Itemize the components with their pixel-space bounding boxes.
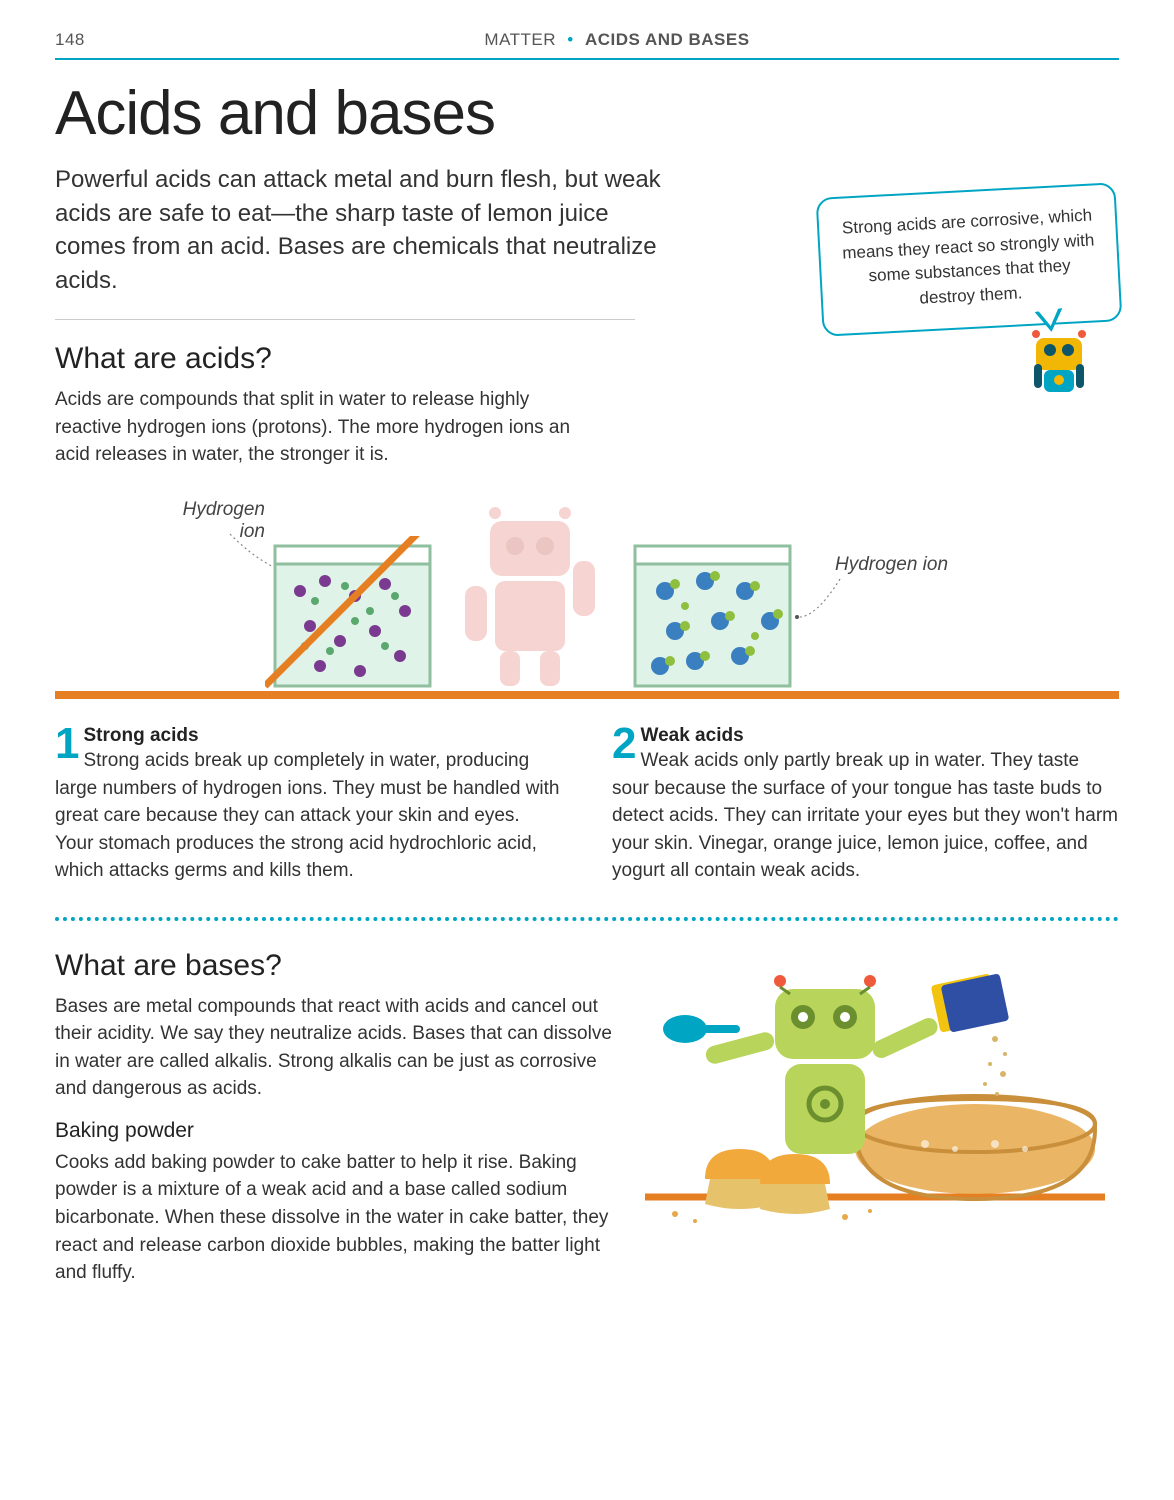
item-number: 2: [612, 725, 636, 762]
acids-body: Acids are compounds that split in water …: [55, 386, 595, 469]
baking-powder-body: Cooks add baking powder to cake batter t…: [55, 1149, 615, 1287]
weak-acids-block: 2 Weak acids Weak acids only partly brea…: [612, 727, 1119, 885]
item-body: Strong acids break up completely in wate…: [55, 750, 560, 881]
strong-acids-block: 1 Strong acids Strong acids break up com…: [55, 727, 562, 885]
breadcrumb: MATTER • ACIDS AND BASES: [115, 30, 1119, 50]
baking-powder-heading: Baking powder: [55, 1119, 615, 1143]
page-title: Acids and bases: [55, 78, 1119, 149]
beaker-strong-acid: [265, 536, 440, 691]
bases-body: Bases are metal compounds that react wit…: [55, 993, 615, 1103]
robot-watermark-icon: [445, 501, 615, 691]
dotted-divider: [55, 917, 1119, 921]
section-rule: [55, 319, 635, 320]
acids-heading: What are acids?: [55, 342, 1119, 376]
bases-illustration: [645, 949, 1119, 1239]
breadcrumb-topic: ACIDS AND BASES: [585, 30, 750, 49]
beaker-weak-acid: [625, 536, 800, 691]
acids-columns: 1 Strong acids Strong acids break up com…: [55, 727, 1119, 885]
page-header: 148 MATTER • ACIDS AND BASES: [55, 30, 1119, 50]
acids-diagram: Hydrogen ion: [55, 489, 1119, 709]
item-title: Strong acids: [83, 725, 198, 746]
item-body: Weak acids only partly break up in water…: [612, 750, 1118, 881]
ground-line: [55, 691, 1119, 699]
callout-bubble: Strong acids are corrosive, which means …: [816, 182, 1123, 336]
bases-section: What are bases? Bases are metal compound…: [55, 949, 1119, 1301]
page-number: 148: [55, 30, 115, 50]
bases-text: What are bases? Bases are metal compound…: [55, 949, 615, 1301]
item-number: 1: [55, 725, 79, 762]
robot-icon: [1014, 320, 1104, 410]
item-title: Weak acids: [640, 725, 743, 746]
pointer-line-right: [795, 569, 895, 649]
header-rule: [55, 58, 1119, 60]
bases-heading: What are bases?: [55, 949, 615, 983]
breadcrumb-section: MATTER: [484, 30, 556, 49]
intro-text: Powerful acids can attack metal and burn…: [55, 163, 665, 297]
breadcrumb-dot: •: [567, 30, 573, 49]
